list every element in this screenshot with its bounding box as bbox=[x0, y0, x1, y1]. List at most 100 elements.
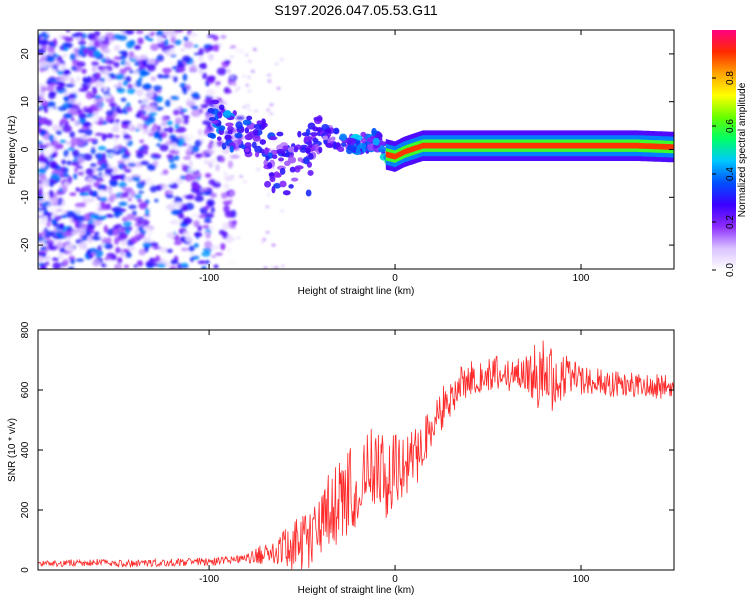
spectrogram-cell bbox=[152, 85, 163, 91]
spectrogram-cell bbox=[50, 230, 56, 237]
spectrogram-cell bbox=[202, 224, 210, 229]
y-tick-label: 20 bbox=[20, 48, 31, 60]
snr-x-label: Height of straight line (km) bbox=[298, 585, 415, 596]
spectrogram-cell bbox=[95, 72, 102, 80]
spectrogram-cell bbox=[150, 43, 159, 51]
spectrogram-cell bbox=[156, 35, 163, 44]
spectrogram-cell bbox=[165, 204, 175, 211]
spectrogram-ridge-cell bbox=[340, 141, 347, 148]
spectrogram-cell bbox=[53, 54, 60, 58]
spectrogram-cell bbox=[114, 73, 125, 80]
spectrogram-cell bbox=[115, 105, 121, 114]
spectrogram-cell bbox=[65, 228, 74, 232]
y-tick-label: -10 bbox=[20, 190, 31, 205]
spectrogram-cell bbox=[169, 149, 176, 154]
spectrogram-cell bbox=[99, 215, 108, 220]
spectrogram-cell bbox=[176, 59, 183, 65]
spectrogram-cell bbox=[93, 181, 101, 188]
spectrogram-cell bbox=[198, 69, 203, 75]
spectrogram-ridge-cell bbox=[216, 136, 222, 141]
spectrogram-cell bbox=[51, 257, 60, 262]
spectrogram-cell bbox=[74, 207, 83, 214]
spectrogram-cell bbox=[55, 130, 63, 135]
spectrogram-ridge-cell bbox=[313, 116, 323, 122]
spectrogram-cell bbox=[70, 258, 76, 265]
spectrogram-cell bbox=[82, 122, 92, 127]
spectrogram-cell bbox=[150, 76, 157, 81]
spectrogram-cell bbox=[52, 197, 59, 205]
spectrogram-cell bbox=[154, 198, 159, 203]
spectrogram-cell bbox=[220, 192, 228, 200]
spectrogram-cell bbox=[75, 187, 80, 192]
spectrogram-cell bbox=[43, 148, 53, 157]
spectrogram-cell bbox=[183, 118, 189, 125]
spectrogram-cell bbox=[122, 221, 132, 227]
spectrogram-cell bbox=[136, 198, 142, 203]
spectrogram-cell bbox=[44, 181, 50, 188]
spectrogram-cell bbox=[133, 44, 142, 50]
spectrogram-cell bbox=[41, 229, 46, 236]
spectrogram-cell bbox=[140, 230, 147, 235]
spectrogram-cell bbox=[137, 37, 144, 45]
spectrogram-ridge-cell bbox=[337, 146, 345, 153]
spectrogram-cell bbox=[271, 243, 276, 247]
spectrogram-cell bbox=[79, 191, 90, 197]
spectrogram-cell bbox=[166, 44, 175, 49]
spectrogram-ridge-cell bbox=[367, 143, 376, 151]
spectrogram-cell bbox=[220, 156, 225, 163]
spectrogram-cell bbox=[128, 204, 137, 210]
spectrogram-cell bbox=[50, 67, 57, 74]
spectrogram-cell bbox=[184, 194, 194, 200]
spectrogram-cell bbox=[212, 44, 220, 52]
spectrogram-cell bbox=[57, 70, 64, 75]
spectrogram-cell bbox=[166, 232, 176, 239]
spectrogram-ridge-cell bbox=[211, 99, 220, 105]
spectrogram-cell bbox=[197, 225, 203, 232]
snr-x-ticks: -100 0 100 bbox=[199, 330, 590, 585]
y-tick-label: 0 bbox=[20, 567, 31, 573]
spectrogram-ridge-cell bbox=[297, 157, 303, 162]
spectrogram-cell bbox=[106, 133, 114, 139]
spectrogram-cell bbox=[124, 66, 132, 71]
spectrogram-cell bbox=[194, 139, 202, 147]
y-tick-label: 200 bbox=[20, 501, 31, 518]
spectrogram-cell bbox=[59, 247, 66, 254]
spectrogram-ridge-cell bbox=[282, 190, 291, 196]
spectrogram-ridge-cell bbox=[269, 176, 276, 183]
spectrogram-cell bbox=[210, 192, 217, 198]
spectrogram-cell bbox=[104, 149, 114, 153]
spectrogram-ridge-cell bbox=[227, 126, 234, 132]
spectrogram-cell bbox=[97, 244, 102, 251]
spectrogram-cell bbox=[224, 59, 231, 64]
spectrogram-ridge-cell bbox=[227, 129, 233, 135]
spectrogram-cell bbox=[54, 215, 61, 221]
spectrogram-cell bbox=[183, 36, 189, 42]
spectrogram-cell bbox=[43, 105, 50, 113]
spectrogram-cell bbox=[170, 61, 177, 66]
spectrogram-cell bbox=[129, 58, 137, 62]
spectrogram-cell bbox=[143, 83, 151, 89]
spectrogram-cell bbox=[180, 247, 189, 252]
spectrogram-ridge-cell bbox=[289, 166, 296, 173]
spectrogram-cell bbox=[223, 183, 230, 190]
spectrogram-cell bbox=[97, 65, 106, 71]
spectrogram-cell bbox=[40, 86, 47, 92]
spectrogram-cell bbox=[121, 216, 128, 222]
spectrogram-cell bbox=[126, 213, 135, 221]
spectrogram-cell bbox=[236, 236, 241, 240]
spectrogram-cell bbox=[95, 95, 102, 100]
spectrogram-cell bbox=[168, 30, 174, 36]
spectrogram-cell bbox=[85, 167, 94, 176]
spectrogram-cell bbox=[262, 238, 267, 242]
spectrogram-cell bbox=[64, 69, 70, 74]
spectrogram-cell bbox=[269, 103, 274, 107]
spectrogram-cell bbox=[63, 46, 69, 52]
spectrogram-cell bbox=[50, 140, 59, 148]
spectrogram-ridge bbox=[207, 99, 674, 197]
spectrogram-cell bbox=[156, 143, 161, 147]
spectrogram-cell bbox=[197, 48, 205, 56]
spectrogram-ridge-cell bbox=[207, 107, 215, 113]
spectrogram-cell bbox=[162, 169, 169, 175]
spectrogram-cell bbox=[65, 242, 75, 251]
spectrogram-cell bbox=[159, 144, 169, 152]
